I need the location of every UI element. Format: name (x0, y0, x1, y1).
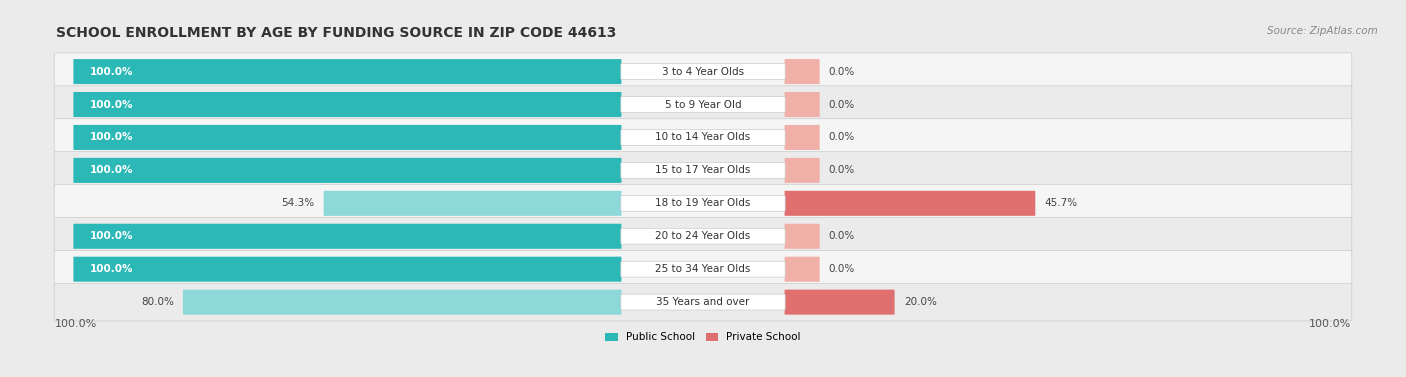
Text: 0.0%: 0.0% (830, 67, 855, 77)
Text: 0.0%: 0.0% (830, 231, 855, 241)
Text: 0.0%: 0.0% (830, 166, 855, 175)
FancyBboxPatch shape (785, 257, 820, 282)
FancyBboxPatch shape (785, 92, 820, 117)
Text: 18 to 19 Year Olds: 18 to 19 Year Olds (655, 198, 751, 208)
Text: 0.0%: 0.0% (830, 132, 855, 143)
FancyBboxPatch shape (621, 97, 785, 112)
FancyBboxPatch shape (785, 191, 1035, 216)
FancyBboxPatch shape (55, 53, 1351, 90)
FancyBboxPatch shape (73, 224, 621, 249)
Text: 20 to 24 Year Olds: 20 to 24 Year Olds (655, 231, 751, 241)
Text: SCHOOL ENROLLMENT BY AGE BY FUNDING SOURCE IN ZIP CODE 44613: SCHOOL ENROLLMENT BY AGE BY FUNDING SOUR… (56, 26, 617, 40)
FancyBboxPatch shape (621, 294, 785, 310)
FancyBboxPatch shape (785, 290, 894, 315)
FancyBboxPatch shape (621, 228, 785, 244)
FancyBboxPatch shape (785, 158, 820, 183)
FancyBboxPatch shape (621, 195, 785, 211)
FancyBboxPatch shape (621, 261, 785, 277)
FancyBboxPatch shape (55, 218, 1351, 255)
Text: 100.0%: 100.0% (90, 100, 134, 110)
FancyBboxPatch shape (73, 158, 621, 183)
Text: 20.0%: 20.0% (904, 297, 936, 307)
Text: Source: ZipAtlas.com: Source: ZipAtlas.com (1267, 26, 1378, 37)
Text: 45.7%: 45.7% (1045, 198, 1077, 208)
Text: 100.0%: 100.0% (90, 231, 134, 241)
Text: 100.0%: 100.0% (90, 67, 134, 77)
FancyBboxPatch shape (55, 284, 1351, 321)
Text: 80.0%: 80.0% (141, 297, 174, 307)
FancyBboxPatch shape (785, 224, 820, 249)
Text: 100.0%: 100.0% (55, 319, 97, 329)
FancyBboxPatch shape (621, 130, 785, 146)
FancyBboxPatch shape (55, 185, 1351, 222)
Text: 100.0%: 100.0% (90, 166, 134, 175)
Text: 0.0%: 0.0% (830, 100, 855, 110)
Text: 15 to 17 Year Olds: 15 to 17 Year Olds (655, 166, 751, 175)
Text: 5 to 9 Year Old: 5 to 9 Year Old (665, 100, 741, 110)
FancyBboxPatch shape (621, 162, 785, 178)
FancyBboxPatch shape (55, 119, 1351, 156)
FancyBboxPatch shape (55, 152, 1351, 189)
Legend: Public School, Private School: Public School, Private School (600, 328, 806, 346)
FancyBboxPatch shape (785, 59, 820, 84)
Text: 0.0%: 0.0% (830, 264, 855, 274)
FancyBboxPatch shape (621, 64, 785, 80)
FancyBboxPatch shape (73, 92, 621, 117)
FancyBboxPatch shape (183, 290, 621, 315)
Text: 10 to 14 Year Olds: 10 to 14 Year Olds (655, 132, 751, 143)
Text: 100.0%: 100.0% (1309, 319, 1351, 329)
FancyBboxPatch shape (73, 125, 621, 150)
FancyBboxPatch shape (73, 257, 621, 282)
Text: 100.0%: 100.0% (90, 264, 134, 274)
Text: 25 to 34 Year Olds: 25 to 34 Year Olds (655, 264, 751, 274)
Text: 100.0%: 100.0% (90, 132, 134, 143)
FancyBboxPatch shape (55, 86, 1351, 123)
FancyBboxPatch shape (323, 191, 621, 216)
Text: 54.3%: 54.3% (281, 198, 315, 208)
FancyBboxPatch shape (73, 59, 621, 84)
FancyBboxPatch shape (55, 250, 1351, 288)
FancyBboxPatch shape (785, 125, 820, 150)
Text: 3 to 4 Year Olds: 3 to 4 Year Olds (662, 67, 744, 77)
Text: 35 Years and over: 35 Years and over (657, 297, 749, 307)
